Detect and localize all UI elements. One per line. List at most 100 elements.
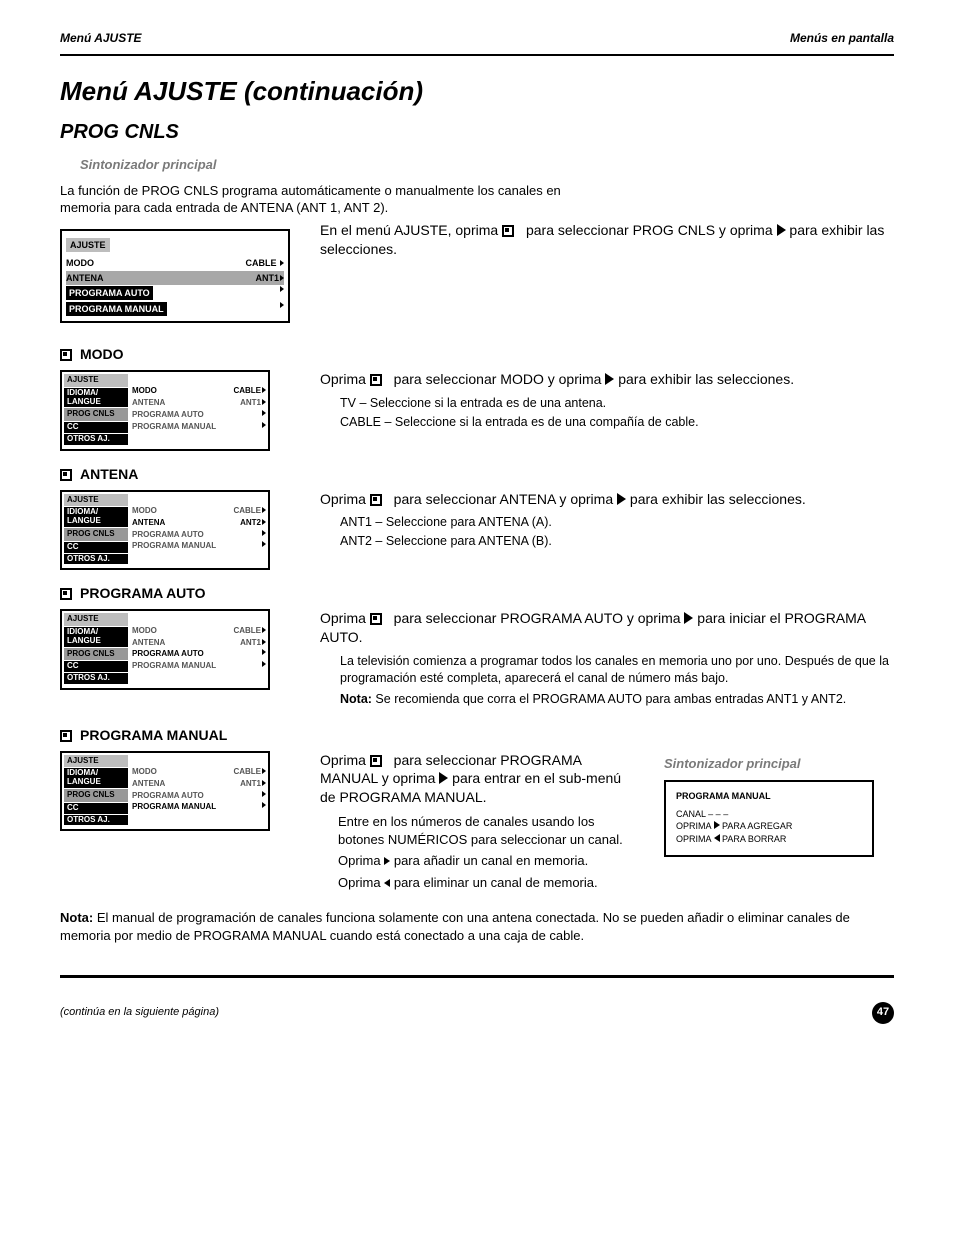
auto-desc: La televisión comienza a programar todos…	[340, 653, 894, 687]
osd-cell: ANT1	[240, 779, 261, 788]
osd-row: PROGRAMA AUTO	[66, 285, 284, 301]
osd-auto: AJUSTE IDIOMA/LANGUE PROG CNLS CC OTROS …	[60, 609, 270, 690]
section-progcnls: PROG CNLS	[60, 119, 894, 146]
osd-cell: PROGRAMA AUTO	[132, 530, 204, 541]
osd-cell: CABLE	[245, 258, 276, 268]
osd-cell: MODO	[66, 257, 94, 269]
osd-leftbox: CC	[64, 422, 128, 433]
osd-cell: PROGRAMA MANUAL	[132, 802, 216, 813]
opt-text: ANT1 – Seleccione para ANTENA (A).	[340, 514, 894, 531]
play-icon	[384, 857, 390, 865]
osd-leftbox: OTROS AJ.	[64, 554, 128, 565]
opt-text: ANT2 – Seleccione para ANTENA (B).	[340, 533, 894, 550]
osd-cell: PROGRAMA MANUAL	[132, 422, 216, 433]
osd-leftbox: CC	[64, 803, 128, 814]
opt-text: Entre en los números de canales usando l…	[338, 813, 634, 848]
osd-row: ANTENA ANT1	[66, 271, 284, 285]
osd-leftbox: PROG CNLS	[64, 789, 128, 802]
step-antena-title: ANTENA	[60, 465, 894, 484]
osd-leftbox: OTROS AJ.	[64, 434, 128, 445]
step-modo-line: Oprima para seleccionar MODO y oprima pa…	[320, 370, 894, 389]
tiny-ch: CANAL – – –	[676, 808, 862, 820]
play-icon	[684, 612, 693, 624]
osd-cell: MODO	[132, 506, 157, 517]
osd-tab: AJUSTE	[64, 374, 128, 387]
osd-row: PROGRAMA MANUAL	[66, 301, 284, 317]
opt-text: Oprima para añadir un canal en memoria.	[338, 852, 634, 870]
nav-icon	[60, 469, 72, 481]
page-title: Menú AJUSTE (continuación)	[60, 74, 894, 109]
osd-cell: PROGRAMA AUTO	[132, 791, 204, 802]
play-icon	[605, 373, 614, 385]
osd-cell: ANTENA	[132, 398, 165, 409]
osd-leftbox: IDIOMA/LANGUE	[64, 627, 128, 647]
nav-icon	[370, 374, 382, 386]
osd-leftbox: IDIOMA/LANGUE	[64, 768, 128, 788]
osd-cell: ANTENA	[132, 638, 165, 649]
osd-cell: CABLE	[233, 767, 261, 776]
nav-icon	[370, 755, 382, 767]
rule-top	[60, 54, 894, 56]
opt-text: Oprima para eliminar un canal de memoria…	[338, 874, 634, 892]
header-right: Menús en pantalla	[790, 30, 894, 46]
nav-icon	[60, 588, 72, 600]
osd-cell: ANTENA	[132, 779, 165, 790]
play-icon	[439, 772, 448, 784]
tiny-callout: Sintonizador principal	[664, 755, 894, 773]
header-left: Menú AJUSTE	[60, 30, 142, 46]
step-auto-title: PROGRAMA AUTO	[60, 584, 894, 603]
osd-leftbox: PROG CNLS	[64, 408, 128, 421]
auto-note: Nota: Se recomienda que corra el PROGRAM…	[340, 691, 894, 708]
page-number: 47	[872, 1002, 894, 1024]
osd-cell: ANTENA	[132, 518, 165, 529]
osd-cell: PROGRAMA AUTO	[132, 410, 204, 421]
osd-leftbox: OTROS AJ.	[64, 673, 128, 684]
osd-row: MODO CABLE	[66, 256, 284, 270]
step-label: ANTENA	[80, 466, 138, 482]
nav-icon	[60, 349, 72, 361]
osd-main: AJUSTE MODO CABLE ANTENA ANT1 PROGRAMA AUT…	[60, 229, 290, 323]
osd-manual-tiny: PROGRAMA MANUAL CANAL – – – OPRIMA PARA …	[664, 780, 874, 857]
osd-cell: CABLE	[233, 506, 261, 515]
step-antena-line: Oprima para seleccionar ANTENA y oprima …	[320, 490, 894, 509]
step-manual-title: PROGRAMA MANUAL	[60, 726, 894, 745]
osd-cell: PROGRAMA MANUAL	[66, 302, 167, 316]
osd-cell: MODO	[132, 386, 157, 397]
rule-bottom	[60, 975, 894, 978]
tiny-del: OPRIMA PARA BORRAR	[676, 833, 862, 845]
osd-cell: ANT1	[255, 273, 279, 283]
osd-cell: ANT1	[240, 638, 261, 647]
osd-leftbox: PROG CNLS	[64, 648, 128, 661]
tiny-add: OPRIMA PARA AGREGAR	[676, 820, 862, 832]
osd-cell: CABLE	[233, 626, 261, 635]
osd-cell: ANT1	[240, 398, 261, 407]
step-label: PROGRAMA MANUAL	[80, 727, 227, 743]
osd-tab: AJUSTE	[66, 238, 110, 252]
opt-text: CABLE – Seleccione si la entrada es de u…	[340, 414, 894, 431]
manual-note: Nota: El manual de programación de canal…	[60, 909, 894, 944]
osd-leftbox: CC	[64, 661, 128, 672]
tiny-title: PROGRAMA MANUAL	[676, 790, 862, 802]
nav-icon	[370, 613, 382, 625]
osd-cell: ANTENA	[66, 272, 104, 284]
osd-antena: AJUSTE IDIOMA/LANGUE PROG CNLS CC OTROS …	[60, 490, 270, 571]
osd-cell: PROGRAMA MANUAL	[132, 541, 216, 552]
osd-tab: AJUSTE	[64, 613, 128, 626]
osd-cell: MODO	[132, 767, 157, 778]
play-icon	[617, 493, 626, 505]
step-auto-line: Oprima para seleccionar PROGRAMA AUTO y …	[320, 609, 894, 647]
play-left-icon	[714, 834, 720, 842]
osd-leftbox: CC	[64, 542, 128, 553]
opt-text: TV – Seleccione si la entrada es de una …	[340, 395, 894, 412]
step-enter: En el menú AJUSTE, oprima para seleccion…	[320, 221, 894, 259]
osd-manual: AJUSTE IDIOMA/LANGUE PROG CNLS CC OTROS …	[60, 751, 270, 832]
osd-leftbox: IDIOMA/LANGUE	[64, 507, 128, 527]
osd-leftbox: OTROS AJ.	[64, 815, 128, 826]
nav-icon	[370, 494, 382, 506]
step-modo-title: MODO	[60, 345, 894, 364]
osd-leftbox: PROG CNLS	[64, 528, 128, 541]
play-icon	[777, 224, 786, 236]
osd-modo: AJUSTE IDIOMA/LANGUE PROG CNLS CC OTROS …	[60, 370, 270, 451]
osd-cell: PROGRAMA AUTO	[66, 286, 153, 300]
nav-icon	[502, 225, 514, 237]
